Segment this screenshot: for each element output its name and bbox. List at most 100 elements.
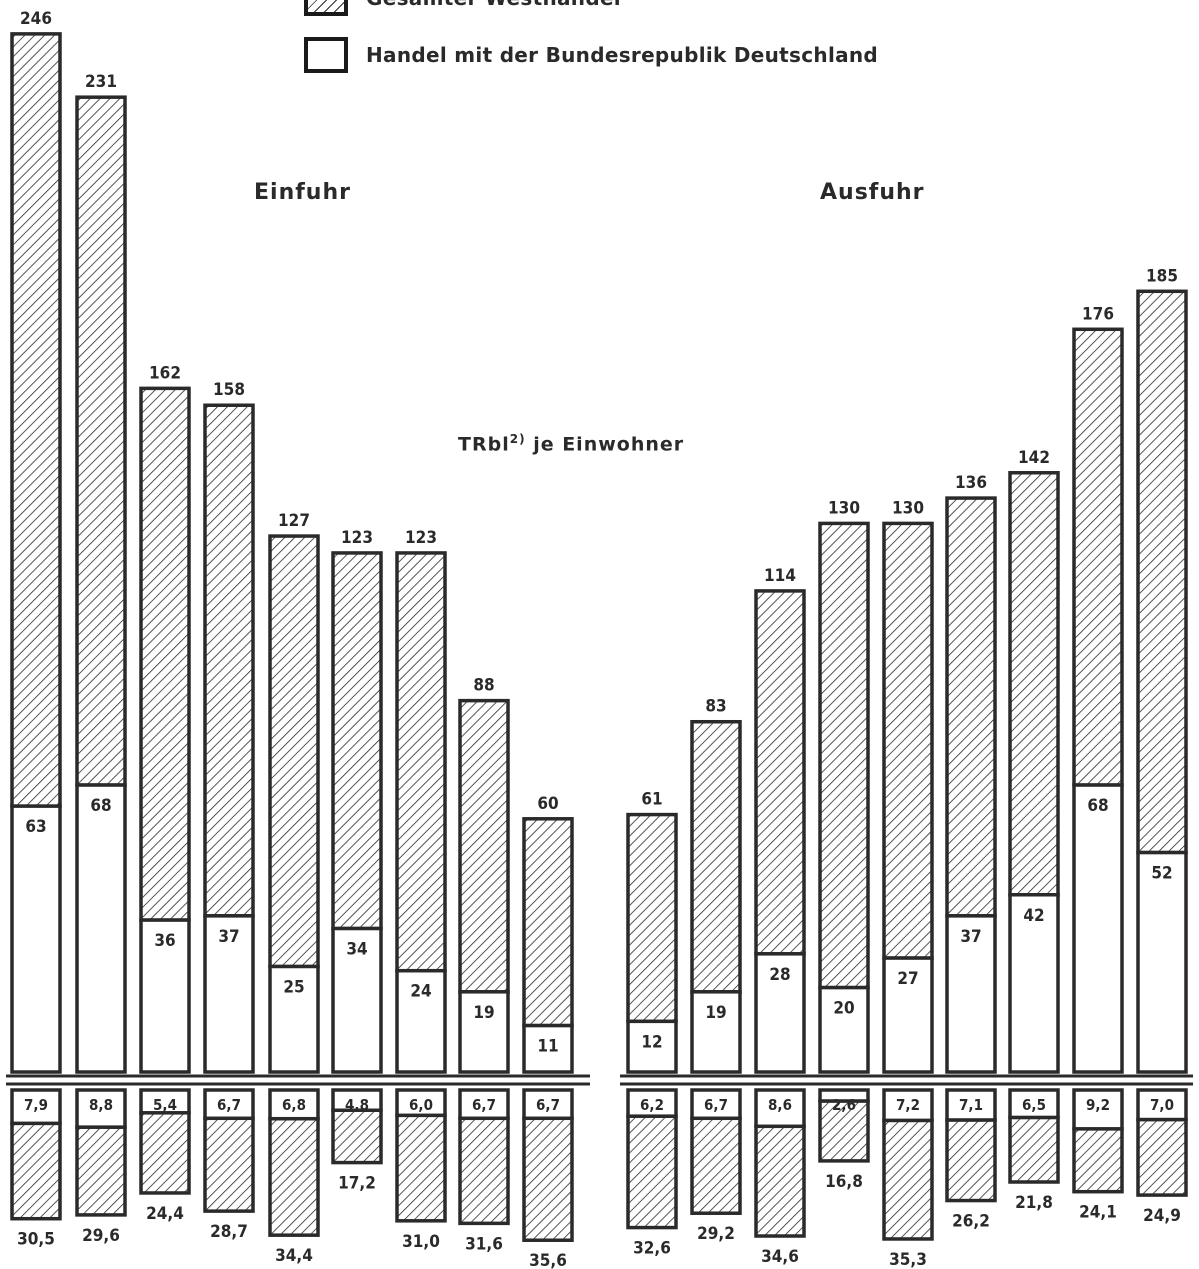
label-frg-einfuhr: 24 xyxy=(410,982,431,1002)
label-total-ausfuhr: 185 xyxy=(1146,266,1178,286)
lower-label-frg-einfuhr: 6,0 xyxy=(409,1096,433,1114)
unit-label-currency: TRbl xyxy=(458,433,510,456)
label-total-ausfuhr: 130 xyxy=(828,498,860,518)
lower-bar-total-einfuhr xyxy=(10,1121,62,1221)
bar-total-ausfuhr xyxy=(1072,327,1124,787)
label-frg-einfuhr: 11 xyxy=(537,1037,558,1057)
label-total-einfuhr: 231 xyxy=(85,72,117,92)
unit-label-suffix: je Einwohner xyxy=(533,433,685,456)
unit-label-footnote: 2) xyxy=(509,432,526,446)
lower-label-frg-einfuhr: 6,8 xyxy=(282,1096,306,1114)
lower-label-total-einfuhr: 29,6 xyxy=(82,1226,120,1246)
lower-label-frg-ausfuhr: 6,5 xyxy=(1022,1096,1046,1114)
label-total-einfuhr: 162 xyxy=(149,363,181,383)
legend-item-frg: Handel mit der Bundesrepublik Deutschlan… xyxy=(304,35,878,75)
lower-label-total-ausfuhr: 35,3 xyxy=(889,1250,927,1269)
lower-bar-frg-ausfuhr xyxy=(690,1088,742,1121)
lower-bar-frg-einfuhr xyxy=(203,1088,255,1121)
lower-bar-total-ausfuhr xyxy=(626,1114,678,1230)
bar-frg-ausfuhr xyxy=(754,952,806,1074)
lower-bar-total-einfuhr xyxy=(268,1116,320,1237)
lower-label-total-ausfuhr: 24,9 xyxy=(1143,1206,1181,1226)
bar-total-ausfuhr xyxy=(754,589,806,956)
label-frg-einfuhr: 25 xyxy=(283,978,304,998)
bar-total-einfuhr xyxy=(10,32,62,808)
bar-total-ausfuhr xyxy=(626,812,678,1024)
lower-label-frg-ausfuhr: 6,2 xyxy=(640,1096,664,1114)
bar-total-einfuhr xyxy=(331,551,383,931)
lower-label-frg-einfuhr: 6,7 xyxy=(217,1096,241,1114)
lower-bar-total-einfuhr xyxy=(75,1125,127,1217)
lower-label-total-einfuhr: 35,6 xyxy=(529,1251,567,1269)
bar-frg-einfuhr xyxy=(395,968,447,1074)
legend-label-total: Gesamter Westhandel xyxy=(366,0,621,10)
bar-total-einfuhr xyxy=(139,386,191,922)
lower-bar-total-einfuhr xyxy=(522,1116,574,1242)
lower-label-frg-einfuhr: 8,8 xyxy=(89,1096,113,1114)
label-frg-ausfuhr: 42 xyxy=(1023,906,1044,926)
legend-swatch-hatched xyxy=(304,0,348,16)
label-frg-ausfuhr: 27 xyxy=(897,969,918,989)
lower-bar-frg-einfuhr xyxy=(139,1088,191,1115)
lower-label-total-ausfuhr: 29,2 xyxy=(697,1224,735,1244)
legend-label-frg: Handel mit der Bundesrepublik Deutschlan… xyxy=(366,43,879,67)
label-frg-einfuhr: 68 xyxy=(90,796,111,816)
lower-label-total-ausfuhr: 24,1 xyxy=(1079,1203,1117,1223)
bar-frg-ausfuhr xyxy=(690,990,742,1074)
lower-bar-frg-ausfuhr xyxy=(882,1088,934,1123)
lower-label-frg-ausfuhr: 8,6 xyxy=(768,1096,792,1114)
lower-label-frg-einfuhr: 6,7 xyxy=(472,1096,496,1114)
bar-frg-ausfuhr xyxy=(1136,850,1188,1074)
bar-frg-ausfuhr xyxy=(1008,893,1060,1074)
bar-frg-ausfuhr xyxy=(945,914,997,1074)
bar-total-ausfuhr xyxy=(690,719,742,994)
lower-label-frg-ausfuhr: 6,7 xyxy=(704,1096,728,1114)
bar-total-einfuhr xyxy=(203,403,255,918)
bar-frg-ausfuhr xyxy=(626,1019,678,1074)
bar-frg-einfuhr xyxy=(203,914,255,1074)
bar-total-ausfuhr xyxy=(818,521,870,990)
lower-label-total-ausfuhr: 26,2 xyxy=(952,1212,990,1232)
bar-total-einfuhr xyxy=(395,551,447,973)
lower-bar-frg-einfuhr xyxy=(395,1088,447,1118)
bar-total-ausfuhr xyxy=(1136,289,1188,855)
bar-total-einfuhr xyxy=(268,534,320,969)
bar-frg-einfuhr xyxy=(458,990,510,1074)
label-total-ausfuhr: 136 xyxy=(955,473,987,493)
label-total-einfuhr: 88 xyxy=(473,676,494,696)
lower-bar-total-ausfuhr xyxy=(1136,1117,1188,1197)
label-frg-einfuhr: 36 xyxy=(154,931,175,951)
lower-bar-frg-einfuhr xyxy=(10,1088,62,1126)
bar-frg-ausfuhr xyxy=(1072,783,1124,1074)
lower-label-total-einfuhr: 30,5 xyxy=(17,1230,55,1250)
bar-frg-einfuhr xyxy=(268,964,320,1074)
lower-label-frg-einfuhr: 7,9 xyxy=(24,1096,48,1114)
bar-total-ausfuhr xyxy=(1008,471,1060,897)
bar-frg-einfuhr xyxy=(75,783,127,1074)
lower-label-frg-ausfuhr: 7,0 xyxy=(1150,1096,1174,1114)
lower-bar-frg-einfuhr xyxy=(522,1088,574,1121)
lower-bar-total-einfuhr xyxy=(395,1113,447,1223)
bar-total-einfuhr xyxy=(458,698,510,994)
lower-bar-frg-einfuhr xyxy=(268,1088,320,1121)
legend-swatch-plain xyxy=(304,37,348,73)
lower-bar-total-ausfuhr xyxy=(754,1124,806,1238)
lower-bar-frg-ausfuhr xyxy=(945,1088,997,1122)
panel-title-einfuhr: Einfuhr xyxy=(254,180,351,205)
label-frg-ausfuhr: 28 xyxy=(769,965,790,985)
label-frg-einfuhr: 63 xyxy=(25,817,46,837)
lower-label-frg-ausfuhr: 7,2 xyxy=(896,1096,920,1114)
bar-total-einfuhr xyxy=(522,817,574,1028)
lower-bar-frg-einfuhr xyxy=(331,1088,383,1113)
bar-total-ausfuhr xyxy=(945,496,997,918)
lower-bar-total-ausfuhr xyxy=(945,1118,997,1203)
lower-bar-frg-ausfuhr xyxy=(1136,1088,1188,1122)
lower-bar-frg-einfuhr xyxy=(458,1088,510,1121)
label-total-ausfuhr: 83 xyxy=(705,697,726,717)
label-total-einfuhr: 60 xyxy=(537,794,558,814)
lower-label-total-einfuhr: 31,0 xyxy=(402,1232,440,1252)
legend-item-total: Gesamter Westhandel xyxy=(304,0,621,18)
label-frg-ausfuhr: 52 xyxy=(1151,864,1172,884)
label-total-ausfuhr: 114 xyxy=(764,566,796,586)
label-frg-einfuhr: 19 xyxy=(473,1003,494,1023)
